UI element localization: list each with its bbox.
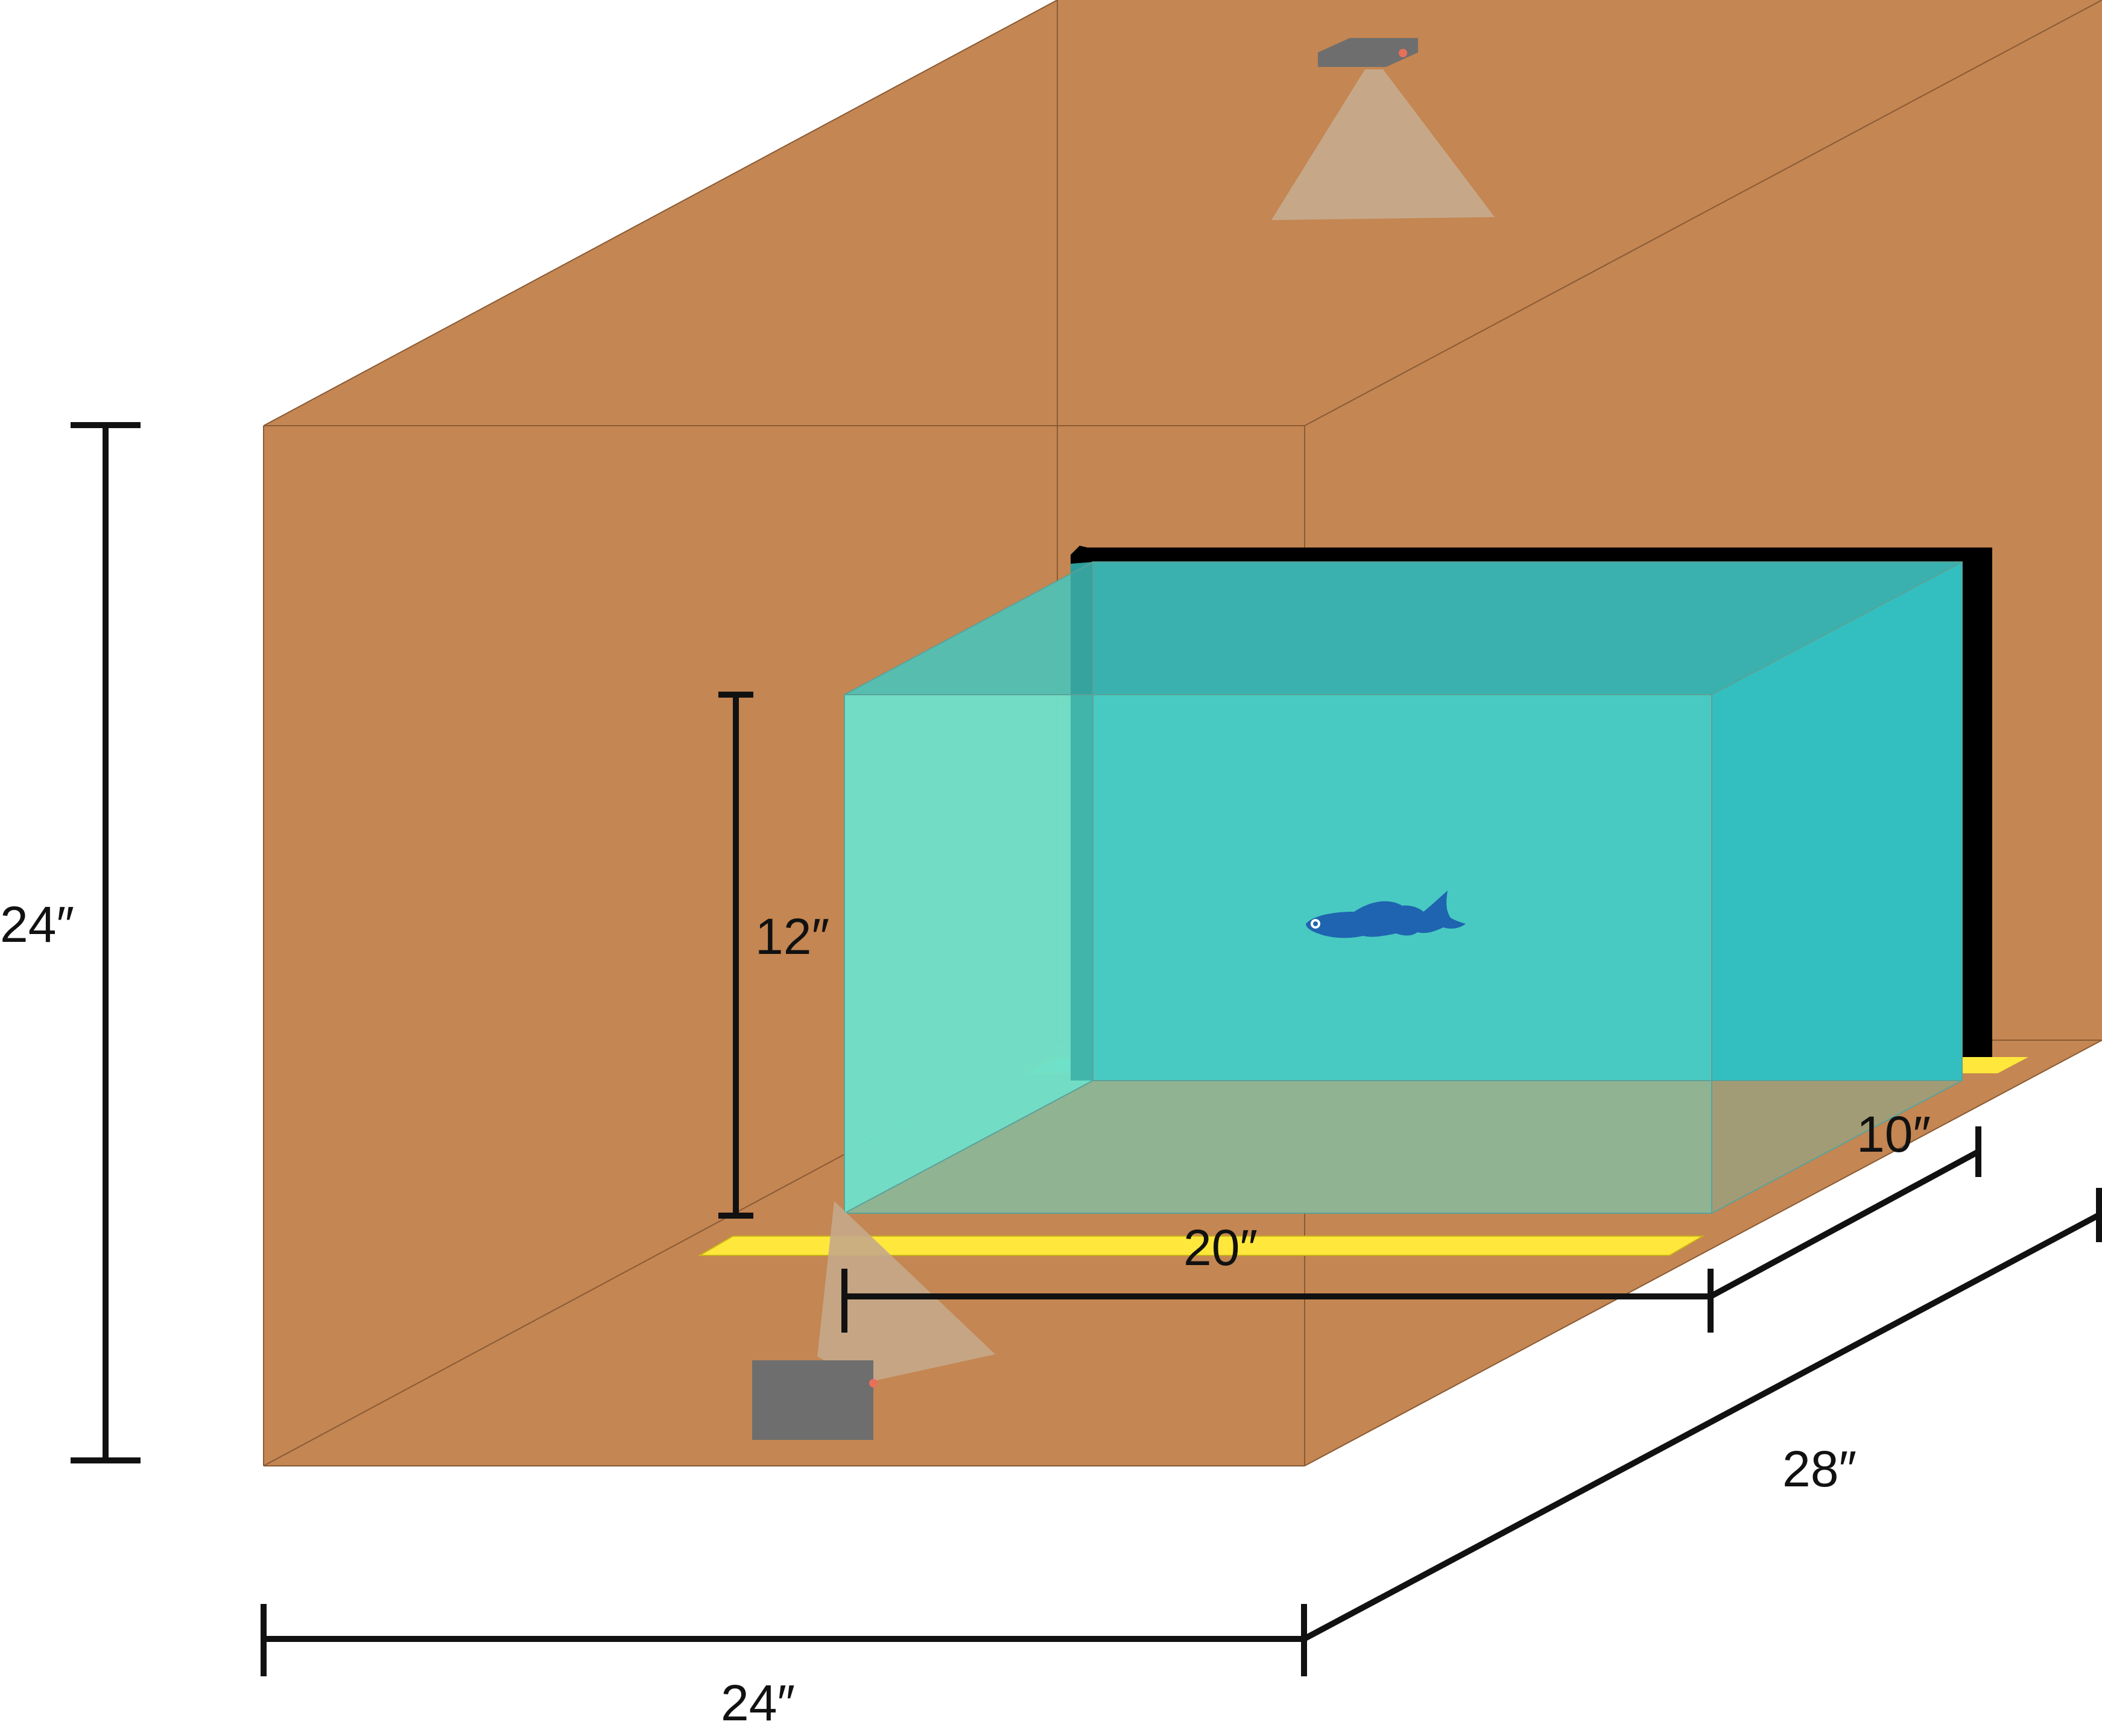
tank-floor [844,1081,1962,1213]
tank-height-dimension [718,692,753,1219]
side-camera [752,1201,995,1440]
tank-depth-dimension [1709,1126,1981,1299]
front-light-strip [697,1236,1705,1256]
top-camera-beam [1271,69,1495,220]
zebrafish-icon [1306,891,1466,938]
camera-led [869,1379,878,1387]
tank-front-panel [844,695,1712,1213]
enclosure-height-dimension [71,422,141,1463]
dimension-lines [71,422,2102,1676]
tank-left-panel [844,562,1093,1213]
tank-length-label: 20″ [1183,1219,1258,1276]
tank-top-face [844,562,1962,695]
side-camera-beam [817,1201,995,1382]
camera-led [1399,49,1407,57]
tank-length-dimension [841,1269,1714,1333]
camera-icon [752,1360,873,1440]
tank-height-label: 12″ [755,908,829,965]
enclosure-depth-label: 28″ [1782,1441,1857,1497]
enclosure-depth-dimension [1302,1188,2102,1642]
enclosure-width-dimension [261,1604,1307,1676]
tank-edges [844,561,1963,1214]
tank [844,561,2028,1214]
top-camera [1271,38,1495,220]
tank-depth-label: 10″ [1857,1106,1931,1163]
enclosure-width-label: 24″ [721,1674,795,1731]
enclosure-height-label: 24″ [0,896,74,953]
camera-icon [1318,38,1418,67]
